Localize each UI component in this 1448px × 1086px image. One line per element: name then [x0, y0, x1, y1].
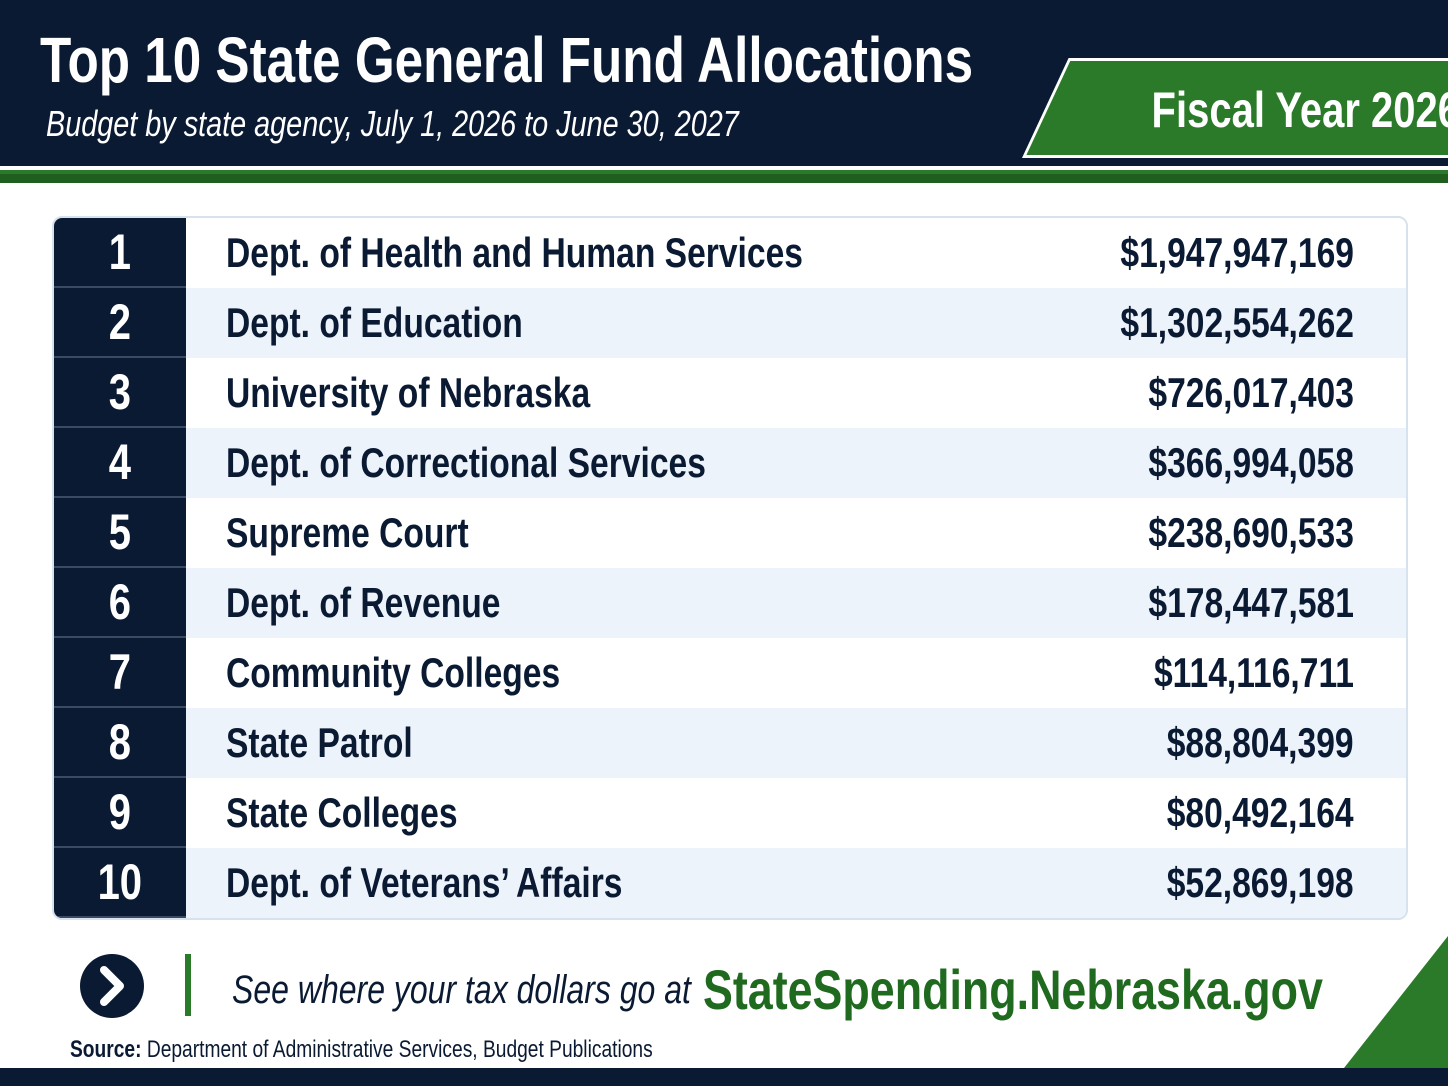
table-row: 9 State Colleges $80,492,164: [54, 778, 1406, 848]
name-cell: Dept. of Veterans’ Affairs: [226, 848, 722, 918]
link[interactable]: StateSpending.Nebraska.gov: [703, 960, 1448, 1020]
rank-cell: 1: [54, 218, 186, 288]
source-line: Source: Department of Administrative Ser…: [70, 1036, 653, 1064]
rank-cell: 9: [54, 778, 186, 848]
source-text: Department of Administrative Services, B…: [146, 1036, 653, 1063]
rank-cell: 10: [54, 848, 186, 918]
amount: $80,492,164: [1167, 789, 1354, 836]
amount-cell: $80,492,164: [1120, 778, 1354, 848]
amount: $726,017,403: [1148, 369, 1354, 416]
amount-cell: $726,017,403: [1097, 358, 1354, 428]
name-cell: University of Nebraska: [226, 358, 681, 428]
rank-cell: 2: [54, 288, 186, 358]
amount-cell: $1,947,947,169: [1062, 218, 1354, 288]
agency-name: Dept. of Veterans’ Affairs: [226, 859, 623, 906]
agency-name: University of Nebraska: [226, 369, 591, 416]
amount-cell: $178,447,581: [1097, 568, 1354, 638]
link-text[interactable]: StateSpending.Nebraska.gov: [703, 958, 1323, 1021]
badge: Fiscal Year 2026-27: [1060, 84, 1448, 136]
amount: $88,804,399: [1167, 719, 1354, 766]
rank: 1: [108, 224, 132, 280]
rank: 8: [108, 714, 132, 770]
table-row: 10 Dept. of Veterans’ Affairs $52,869,198: [54, 848, 1406, 918]
amount-cell: $52,869,198: [1120, 848, 1354, 918]
amount: $52,869,198: [1167, 859, 1354, 906]
agency-name: Dept. of Revenue: [226, 579, 501, 626]
table: 1 Dept. of Health and Human Services $1,94…: [52, 216, 1408, 920]
table-row: 7 Community Colleges $114,116,711: [54, 638, 1406, 708]
amount-cell: $88,804,399: [1120, 708, 1354, 778]
badge-text: Fiscal Year 2026-27: [1151, 82, 1448, 138]
arrow-button: [80, 954, 144, 1018]
stripe: [0, 174, 1448, 183]
name-cell: Community Colleges: [226, 638, 644, 708]
amount: $1,302,554,262: [1120, 299, 1354, 346]
rank: 5: [108, 504, 132, 560]
title: Top 10 State General Fund Allocations: [40, 24, 1206, 96]
rank: 4: [108, 434, 132, 490]
agency-name: Supreme Court: [226, 509, 469, 556]
rank: 10: [97, 854, 143, 910]
rank-cell: 7: [54, 638, 186, 708]
amount-cell: $114,116,711: [1104, 638, 1354, 708]
name-cell: State Colleges: [226, 778, 515, 848]
amount: $178,447,581: [1148, 579, 1354, 626]
amount: $238,690,533: [1148, 509, 1354, 556]
cta: See where your tax dollars go at: [232, 966, 806, 1014]
cta-text: See where your tax dollars go at: [232, 968, 691, 1012]
rank-cell: 4: [54, 428, 186, 498]
amount-cell: $238,690,533: [1097, 498, 1354, 568]
table-row: 4 Dept. of Correctional Services $366,994,…: [54, 428, 1406, 498]
rank: 7: [108, 644, 132, 700]
rank: 2: [108, 294, 132, 350]
amount: $366,994,058: [1148, 439, 1354, 486]
name-cell: Supreme Court: [226, 498, 529, 568]
rank: 3: [108, 364, 132, 420]
rank-cell: 5: [54, 498, 186, 568]
agency-name: Community Colleges: [226, 649, 561, 696]
stripe: [0, 170, 1448, 174]
rank-cell: 6: [54, 568, 186, 638]
source-label: Source:: [70, 1036, 142, 1063]
name-cell: Dept. of Education: [226, 288, 597, 358]
divider: [185, 954, 191, 1016]
table-row: 1 Dept. of Health and Human Services $1,94…: [54, 218, 1406, 288]
name-cell: Dept. of Revenue: [226, 568, 569, 638]
amount-cell: $1,302,554,262: [1062, 288, 1354, 358]
agency-name: Dept. of Education: [226, 299, 523, 346]
rank-cell: 8: [54, 708, 186, 778]
amount: $1,947,947,169: [1120, 229, 1354, 276]
agency-name: State Patrol: [226, 719, 413, 766]
agency-name: Dept. of Health and Human Services: [226, 229, 803, 276]
table-row: 8 State Patrol $88,804,399: [54, 708, 1406, 778]
rank: 9: [108, 784, 132, 840]
agency-name: State Colleges: [226, 789, 458, 836]
subtitle-text: Budget by state agency, July 1, 2026 to …: [46, 103, 739, 144]
amount-cell: $366,994,058: [1097, 428, 1354, 498]
arrow-icon: [100, 966, 124, 1006]
rank-cell: 3: [54, 358, 186, 428]
title-text: Top 10 State General Fund Allocations: [40, 24, 974, 96]
table-row: 3 University of Nebraska $726,017,403: [54, 358, 1406, 428]
name-cell: Dept. of Correctional Services: [226, 428, 826, 498]
agency-name: Dept. of Correctional Services: [226, 439, 706, 486]
table-row: 5 Supreme Court $238,690,533: [54, 498, 1406, 568]
corner-triangle: [1344, 936, 1448, 1068]
subtitle: Budget by state agency, July 1, 2026 to …: [46, 104, 912, 144]
source: Source: Department of Administrative Ser…: [70, 1036, 798, 1064]
amount: $114,116,711: [1154, 649, 1354, 696]
name-cell: State Patrol: [226, 708, 459, 778]
table-row: 6 Dept. of Revenue $178,447,581: [54, 568, 1406, 638]
name-cell: Dept. of Health and Human Services: [226, 218, 947, 288]
bottom-band: [0, 1068, 1448, 1086]
rank: 6: [108, 574, 132, 630]
table-row: 2 Dept. of Education $1,302,554,262: [54, 288, 1406, 358]
